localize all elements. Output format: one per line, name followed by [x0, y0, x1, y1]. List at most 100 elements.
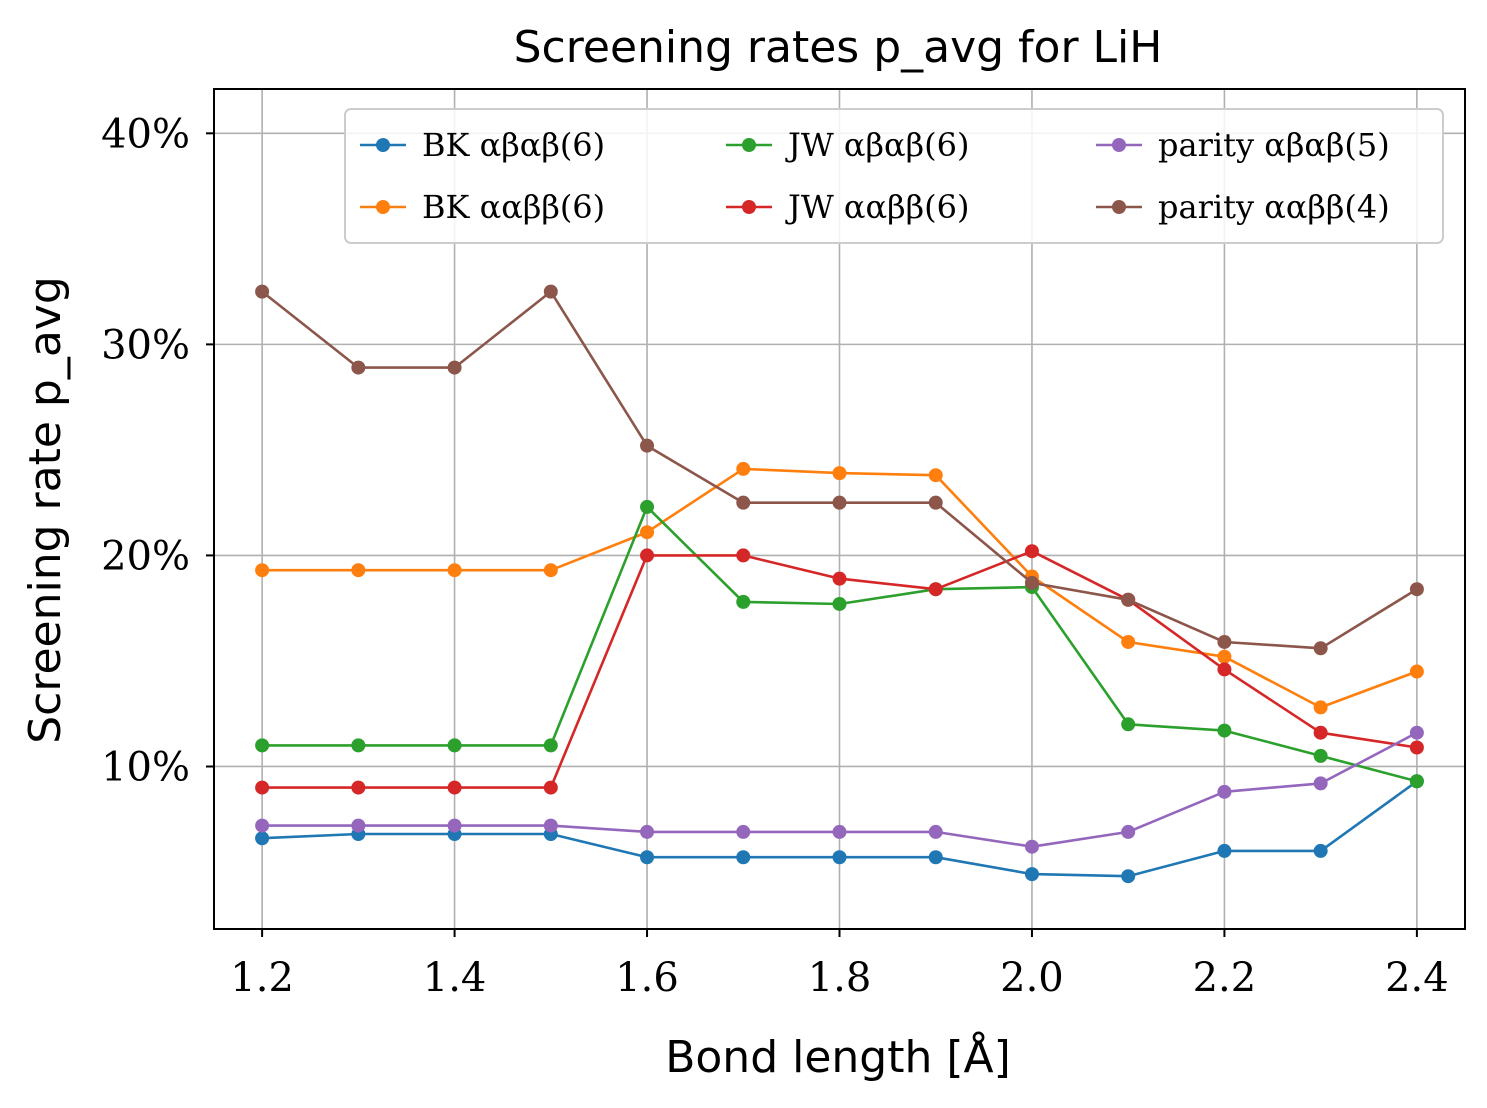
- legend-item: BK αβαβ(6): [360, 126, 605, 164]
- data-point: [832, 824, 847, 839]
- data-point: [1217, 649, 1232, 664]
- data-point: [351, 738, 366, 753]
- data-point: [351, 563, 366, 578]
- data-point: [255, 563, 270, 578]
- data-point: [832, 495, 847, 510]
- legend-item: JW αβαβ(6): [726, 126, 969, 164]
- data-point: [1313, 748, 1328, 763]
- data-point: [640, 499, 655, 514]
- data-point: [928, 495, 943, 510]
- legend-swatch-marker: [742, 138, 756, 152]
- y-tick-label: 20%: [101, 533, 190, 579]
- data-point: [351, 818, 366, 833]
- legend: BK αβαβ(6) BK ααββ(6) JW αβαβ(6) JW ααββ(6)…: [344, 108, 1444, 244]
- data-point: [1121, 869, 1136, 884]
- data-point: [1024, 867, 1039, 882]
- data-point: [1313, 776, 1328, 791]
- legend-label: JW αβαβ(6): [785, 126, 969, 164]
- data-point: [1409, 740, 1424, 755]
- data-point: [543, 818, 558, 833]
- data-point: [1024, 544, 1039, 559]
- data-point: [447, 738, 462, 753]
- y-axis-label: Screening rate p_avg: [20, 276, 71, 744]
- series-group: [255, 725, 1424, 854]
- data-point: [1217, 843, 1232, 858]
- data-point: [255, 738, 270, 753]
- data-point: [1121, 717, 1136, 732]
- data-point: [447, 563, 462, 578]
- legend-swatch-marker: [742, 200, 756, 214]
- x-tick-label: 1.6: [615, 955, 679, 1001]
- series-layer: [255, 284, 1424, 884]
- data-point: [736, 461, 751, 476]
- x-tick-label: 2.0: [1000, 955, 1064, 1001]
- data-point: [1024, 575, 1039, 590]
- series-group: [255, 544, 1424, 795]
- data-point: [640, 850, 655, 865]
- data-point: [255, 831, 270, 846]
- series-group: [255, 284, 1424, 656]
- data-point: [543, 738, 558, 753]
- y-tick-label: 40%: [101, 111, 190, 157]
- ticks: 1.2 1.4 1.6 1.8 2.0 2.2 2.4 10% 20% 30% 40%: [101, 111, 1449, 1001]
- data-point: [1121, 634, 1136, 649]
- data-point: [832, 466, 847, 481]
- data-point: [543, 284, 558, 299]
- legend-swatch-marker: [376, 200, 390, 214]
- legend-box: [344, 108, 1444, 244]
- data-point: [447, 780, 462, 795]
- x-tick-label: 1.8: [808, 955, 872, 1001]
- data-point: [832, 571, 847, 586]
- data-point: [255, 818, 270, 833]
- series-group: [255, 461, 1424, 715]
- y-tick-label: 30%: [101, 322, 190, 368]
- data-point: [640, 438, 655, 453]
- legend-label: JW ααββ(6): [785, 188, 969, 226]
- legend-swatch-marker: [376, 138, 390, 152]
- legend-label: parity ααββ(4): [1158, 188, 1390, 226]
- data-point: [1217, 662, 1232, 677]
- data-point: [1313, 843, 1328, 858]
- x-tick-label: 1.2: [230, 955, 294, 1001]
- data-point: [640, 824, 655, 839]
- legend-item: BK ααββ(6): [360, 188, 605, 226]
- data-point: [1313, 641, 1328, 656]
- data-point: [1409, 582, 1424, 597]
- legend-swatch-marker: [1112, 200, 1126, 214]
- data-point: [1024, 839, 1039, 854]
- legend-label: parity αβαβ(5): [1158, 126, 1390, 164]
- data-point: [640, 525, 655, 540]
- legend-item: JW ααββ(6): [726, 188, 969, 226]
- data-point: [1121, 824, 1136, 839]
- data-point: [928, 824, 943, 839]
- data-point: [351, 360, 366, 375]
- data-point: [1217, 784, 1232, 799]
- y-tick-label: 10%: [101, 744, 190, 790]
- data-point: [1217, 723, 1232, 738]
- data-point: [1409, 725, 1424, 740]
- data-point: [543, 563, 558, 578]
- data-point: [447, 360, 462, 375]
- data-point: [1217, 634, 1232, 649]
- legend-label: BK αβαβ(6): [422, 126, 605, 164]
- data-point: [736, 548, 751, 563]
- x-tick-label: 2.4: [1385, 955, 1449, 1001]
- data-point: [736, 495, 751, 510]
- data-point: [736, 850, 751, 865]
- data-point: [736, 824, 751, 839]
- data-point: [447, 818, 462, 833]
- data-point: [1121, 592, 1136, 607]
- data-point: [255, 780, 270, 795]
- data-point: [1409, 774, 1424, 789]
- data-point: [832, 850, 847, 865]
- data-point: [832, 596, 847, 611]
- data-point: [1409, 664, 1424, 679]
- data-point: [543, 780, 558, 795]
- data-point: [928, 582, 943, 597]
- data-point: [640, 548, 655, 563]
- legend-item: parity αβαβ(5): [1096, 126, 1390, 164]
- chart-title: Screening rates p_avg for LiH: [514, 22, 1163, 73]
- legend-item: parity ααββ(4): [1096, 188, 1390, 226]
- data-point: [351, 780, 366, 795]
